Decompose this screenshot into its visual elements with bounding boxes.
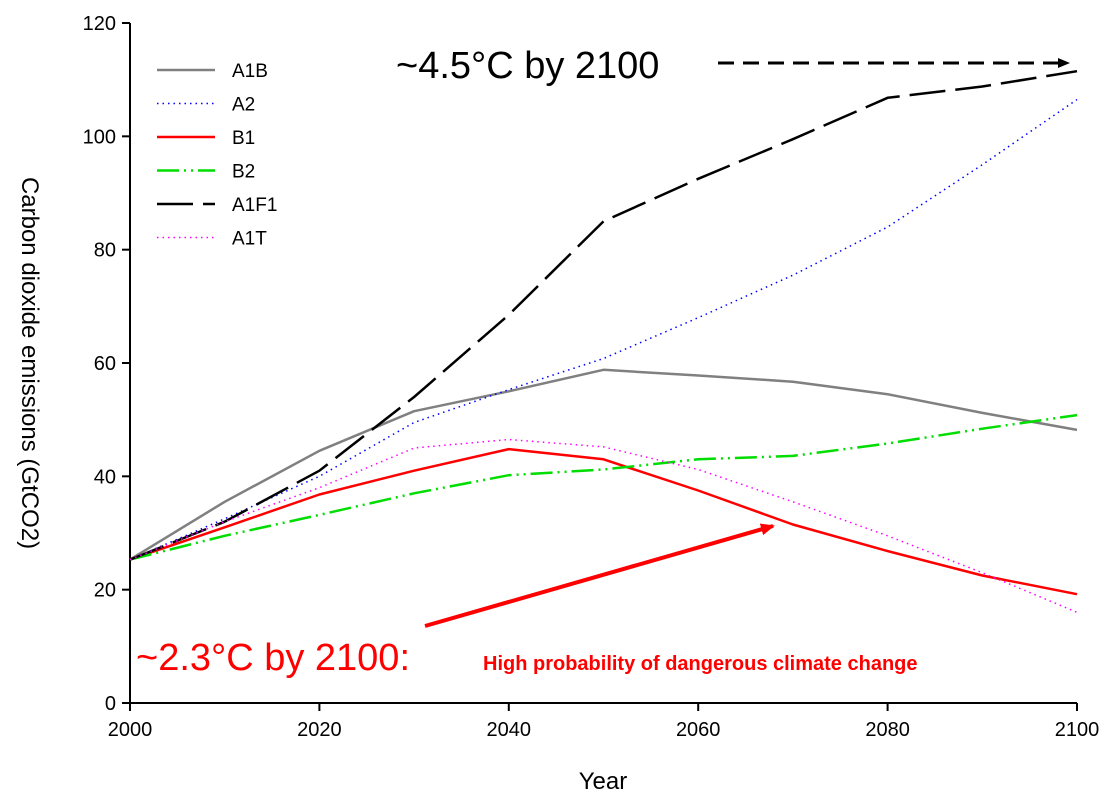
y-tick-label: 120 [83, 13, 116, 35]
x-tick-label: 2040 [487, 719, 532, 741]
legend-label-b1: B1 [232, 128, 255, 149]
series-line-b2 [129, 413, 1078, 561]
legend-label-b2: B2 [232, 162, 255, 183]
y-tick-label: 20 [94, 580, 116, 602]
x-axis-title: Year [579, 768, 628, 795]
y-tick-label: 80 [94, 240, 116, 262]
x-tick-label: 2100 [1055, 719, 1100, 741]
series-line-a2 [129, 98, 1078, 561]
y-tick-label: 100 [83, 126, 116, 148]
x-tick-label: 2080 [865, 719, 910, 741]
annotation-low-text: ~2.3°C by 2100: [136, 637, 410, 679]
legend-label-a2: A2 [232, 95, 255, 116]
annotation-high-text: ~4.5°C by 2100 [396, 45, 659, 87]
legend-label-a1f1: A1F1 [232, 195, 277, 216]
annotation-low-arrow [424, 523, 775, 628]
y-tick-label: 40 [94, 466, 116, 488]
x-tick-label: 2020 [297, 719, 342, 741]
x-tick-label: 2000 [108, 719, 153, 741]
series-line-a1t [129, 438, 1078, 613]
legend: A1B A2 B1 B2 A1F1 A1T [157, 61, 277, 250]
x-tick-label: 2060 [676, 719, 721, 741]
y-axis-title: Carbon dioxide emissions (GtCO2) [16, 177, 43, 549]
series-line-a1f1 [129, 69, 1078, 561]
annotation-low-note: High probability of dangerous climate ch… [483, 653, 918, 675]
annotations: ~4.5°C by 2100 ~2.3°C by 2100: High prob… [136, 45, 1070, 679]
legend-label-a1t: A1T [232, 229, 267, 250]
y-tick-label: 0 [105, 693, 116, 715]
series-line-a1b [129, 368, 1078, 561]
y-tick-label: 60 [94, 353, 116, 375]
series-line-b1 [129, 447, 1078, 596]
series-lines [129, 69, 1078, 613]
axes [129, 23, 1077, 704]
legend-label-a1b: A1B [232, 61, 268, 82]
